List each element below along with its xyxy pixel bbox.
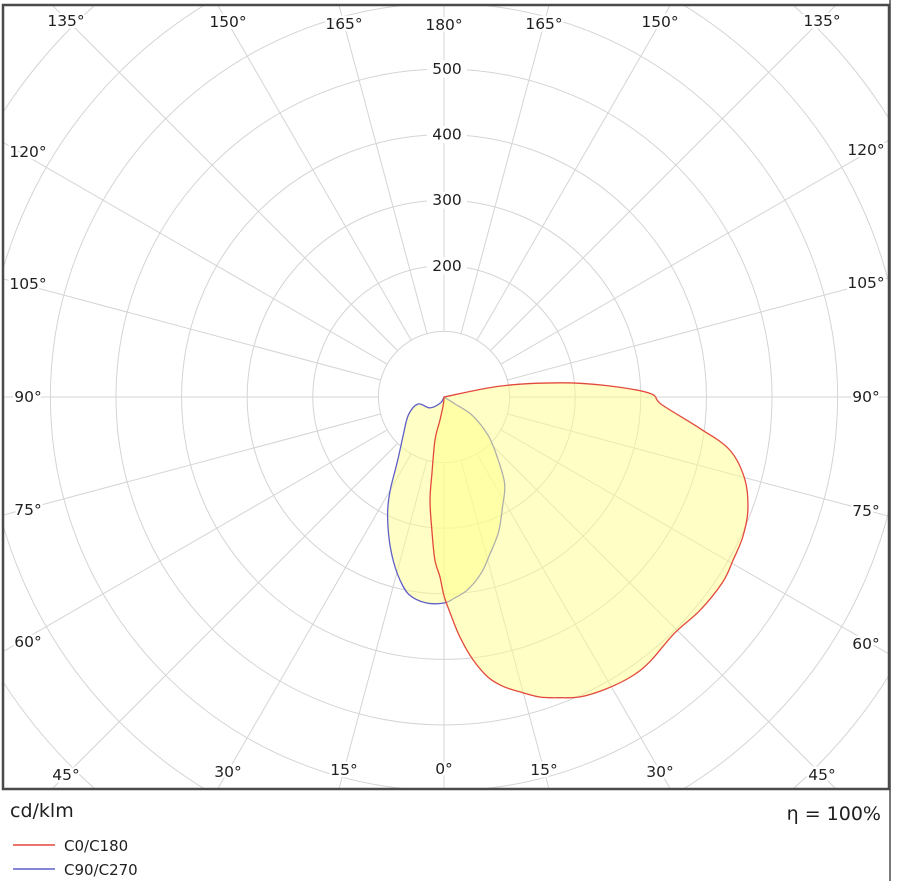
angle-tick-label: 45°	[52, 766, 79, 784]
angle-tick-label: 75°	[14, 501, 41, 519]
angle-tick-label: 120°	[847, 141, 884, 159]
legend: C0/C180 C90/C270	[13, 837, 138, 879]
angle-tick-label: 15°	[330, 761, 357, 779]
angle-tick-label: 105°	[9, 275, 46, 293]
angle-tick-label: 135°	[47, 12, 84, 30]
angle-tick-label: 105°	[847, 274, 884, 292]
angle-tick-label: 60°	[852, 635, 879, 653]
angle-tick-label: 165°	[525, 15, 562, 33]
angle-tick-label: 0°	[435, 760, 453, 778]
angle-tick-label: 15°	[530, 761, 557, 779]
angle-labels: 0° 15° 15° 30° 30° 45° 45° 60° 60° 75° 75° 90° 90° 10…	[7, 10, 887, 787]
angle-tick-label: 75°	[852, 502, 879, 520]
angle-tick-label: 45°	[808, 766, 835, 784]
angle-tick-label: 150°	[209, 13, 246, 31]
angle-tick-label: 165°	[325, 15, 362, 33]
radial-tick-label: 500	[432, 60, 462, 78]
angle-tick-label: 150°	[641, 13, 678, 31]
chart-frame	[1, 3, 891, 791]
efficiency-label: η = 100%	[787, 803, 881, 825]
angle-tick-label: 120°	[9, 143, 46, 161]
radial-labels: 200 300 400 500	[427, 58, 467, 277]
curve-c0-c180	[429, 382, 749, 699]
legend-label-c90-c270: C90/C270	[64, 861, 138, 879]
angle-tick-label: 135°	[803, 12, 840, 30]
angle-tick-label: 30°	[214, 763, 241, 781]
angle-tick-label: 60°	[14, 633, 41, 651]
angle-tick-label: 90°	[14, 388, 41, 406]
intensity-curves	[386, 382, 749, 699]
angle-tick-label: 90°	[852, 388, 879, 406]
legend-label-c0-c180: C0/C180	[64, 837, 128, 855]
radial-tick-label: 300	[432, 191, 462, 209]
angle-tick-label: 30°	[646, 763, 673, 781]
radial-tick-label: 400	[432, 126, 462, 144]
units-label: cd/klm	[10, 800, 74, 822]
radial-tick-label: 200	[432, 257, 462, 275]
angle-tick-label: 180°	[425, 16, 462, 34]
